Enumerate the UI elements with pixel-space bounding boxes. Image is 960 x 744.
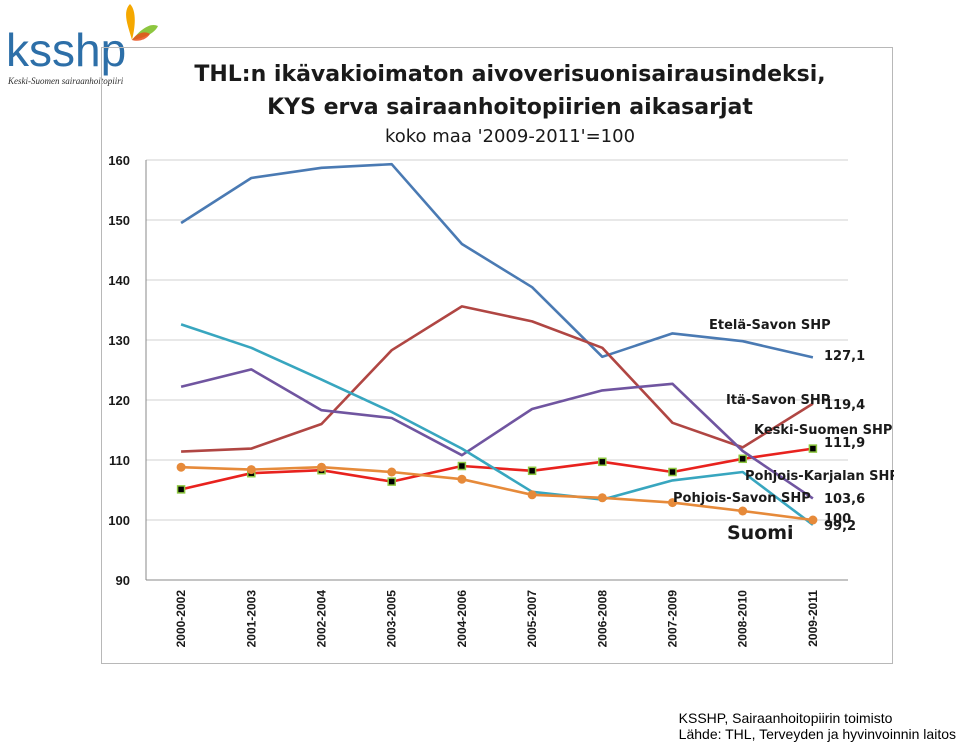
x-tick-label: 2006-2008 xyxy=(595,590,609,648)
y-tick-label: 150 xyxy=(108,213,130,228)
x-tick-label: 2003-2005 xyxy=(385,590,399,648)
x-tick-label: 2000-2002 xyxy=(174,590,188,648)
point-suomi xyxy=(176,462,186,472)
series-end-value-label: 119,4 xyxy=(824,398,865,413)
butterfly-icon xyxy=(126,4,158,41)
y-tick-label: 100 xyxy=(108,513,130,528)
axes: 90 100 110 120 130 140 150 160 2000-2002 2001-200… xyxy=(108,153,848,647)
point-suomi xyxy=(387,467,397,477)
series-labels: Etelä-Savon SHP Itä-Savon SHP Keski-Suomen… xyxy=(673,318,894,544)
point-keski-suomen-shp xyxy=(808,444,818,453)
series-line-etel-savon-shp xyxy=(180,162,814,359)
series-line-it-savon-shp xyxy=(181,305,814,453)
x-tick-label: 2009-2011 xyxy=(806,590,820,647)
x-tick-label: 2004-2006 xyxy=(455,590,469,648)
x-tick-label: 2002-2004 xyxy=(315,590,329,648)
series-name-label: Suomi xyxy=(727,522,794,544)
point-suomi xyxy=(317,462,326,472)
logo-wordmark: ksshp xyxy=(6,24,126,76)
chart-subtitle: koko maa '2009-2011'=100 xyxy=(385,126,635,147)
point-keski-suomen-shp xyxy=(527,466,537,476)
point-suomi xyxy=(246,465,256,475)
series-line-pohjois-karjalan-shp xyxy=(180,368,814,500)
series-name-label: Etelä-Savon SHP xyxy=(709,318,831,333)
footer-line-2: Lähde: THL, Terveyden ja hyvinvoinnin la… xyxy=(678,726,956,742)
point-keski-suomen-shp xyxy=(457,461,467,471)
point-suomi xyxy=(527,490,537,500)
point-keski-suomen-shp xyxy=(668,467,677,477)
source-footer: KSSHP, Sairaanhoitopiirin toimisto Lähde… xyxy=(679,710,956,742)
footer-line-1: KSSHP, Sairaanhoitopiirin toimisto xyxy=(678,710,893,726)
series-end-value-label: 127,1 xyxy=(824,349,865,364)
point-suomi xyxy=(597,493,607,503)
x-tick-label: 2001-2003 xyxy=(244,590,258,648)
y-tick-label: 130 xyxy=(108,333,130,348)
series-name-label: Keski-Suomen SHP xyxy=(754,423,892,438)
chart-title-line-2: KYS erva sairaanhoitopiirien aikasarjat xyxy=(267,95,753,120)
series-end-value-label: 103,6 xyxy=(824,492,865,507)
point-suomi xyxy=(668,498,677,508)
y-tick-label: 110 xyxy=(109,453,130,468)
series-line-keski-suomen-shp xyxy=(180,447,814,491)
series-name-label: Pohjois-Savon SHP xyxy=(673,491,811,506)
line-chart: THL:n ikävakioimaton aivoverisuonisairau… xyxy=(108,62,894,647)
series-name-label: Pohjois-Karjalan SHP xyxy=(745,469,894,484)
series-end-value-label: 99,2 xyxy=(824,519,856,534)
point-keski-suomen-shp xyxy=(738,454,747,464)
x-tick-label: 2008-2010 xyxy=(736,590,750,648)
chart-frame: THL:n ikävakioimaton aivoverisuonisairau… xyxy=(101,47,894,664)
chart-title-line-1: THL:n ikävakioimaton aivoverisuonisairau… xyxy=(194,62,825,87)
series-end-value-label: 100 xyxy=(824,512,851,527)
point-keski-suomen-shp xyxy=(598,457,607,467)
gridlines xyxy=(146,159,848,581)
ksshp-logo: ksshp Keski-Suomen sairaanhoitopiiri xyxy=(6,4,158,86)
point-keski-suomen-shp xyxy=(176,485,186,494)
series-name-label: Itä-Savon SHP xyxy=(726,393,830,408)
point-suomi xyxy=(457,474,467,484)
y-tick-label: 140 xyxy=(108,273,130,288)
series-line-suomi xyxy=(181,465,814,522)
y-tick-label: 160 xyxy=(108,153,130,168)
point-suomi xyxy=(808,515,818,525)
series xyxy=(176,162,818,526)
point-keski-suomen-shp xyxy=(387,477,396,486)
series-end-value-label: 111,9 xyxy=(824,436,865,451)
y-tick-label: 90 xyxy=(116,573,130,588)
y-tick-label: 120 xyxy=(108,393,130,408)
series-line-pohjois-savon-shp xyxy=(180,323,814,526)
logo-tagline: Keski-Suomen sairaanhoitopiiri xyxy=(7,76,124,86)
x-tick-label: 2007-2009 xyxy=(666,590,680,648)
point-suomi xyxy=(738,506,748,516)
x-tick-label: 2005-2007 xyxy=(525,590,539,648)
